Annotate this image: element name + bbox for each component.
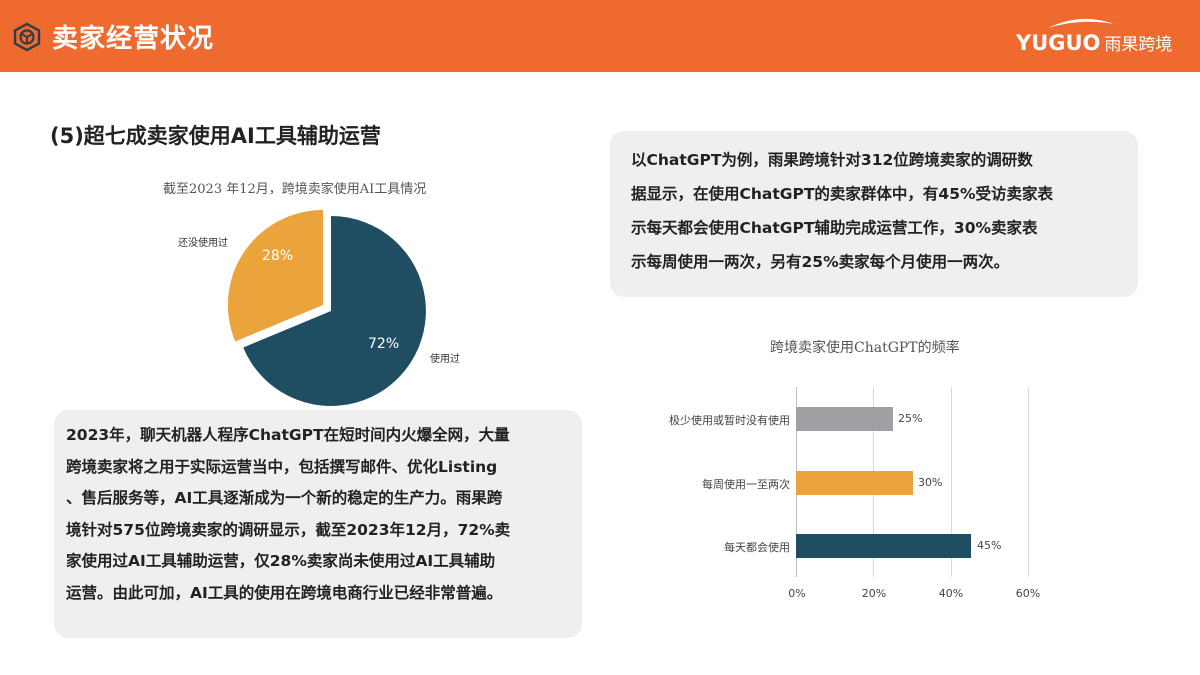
header-bar: 卖家经营状况 YUGUO 雨果跨境 (0, 0, 1200, 72)
package-cube-icon (13, 22, 41, 52)
left-text-line: 2023年，聊天机器人程序ChatGPT在短时间内火爆全网，大量 (66, 426, 510, 444)
left-text-line: 家使用过AI工具辅助运营，仅28%卖家尚未使用过AI工具辅助 (66, 552, 496, 570)
left-text-box: 2023年，聊天机器人程序ChatGPT在短时间内火爆全网，大量 跨境卖家将之用… (54, 410, 582, 638)
right-text-line: 据显示，在使用ChatGPT的卖家群体中，有45%受访卖家表 (631, 185, 1054, 203)
left-text-line: 境针对575位跨境卖家的调研显示，截至2023年12月，72%卖 (66, 520, 511, 539)
yuguo-logo: YUGUO 雨果跨境 (1016, 16, 1184, 56)
bar-value-daily: 45% (977, 539, 1002, 552)
bar-chart: 25% 30% 45% (796, 387, 1029, 577)
pie-slice-not-used (228, 210, 323, 342)
x-tick: 60% (1015, 587, 1041, 600)
left-text-line: 跨境卖家将之用于实际运营当中，包括撰写邮件、优化Listing (66, 457, 498, 476)
bar-category-daily: 每天都会使用 (724, 541, 790, 554)
pie-slice-used (243, 216, 426, 406)
bar-rarely (796, 407, 893, 431)
bar-category-weekly: 每周使用一至两次 (702, 478, 790, 491)
logo-cn: 雨果跨境 (1104, 35, 1173, 55)
gridline (951, 387, 952, 577)
right-text-line: 示每周使用一两次，另有25%卖家每个月使用一两次。 (631, 253, 1010, 271)
pie-label-used: 使用过 (430, 354, 460, 365)
bar-chart-title: 跨境卖家使用ChatGPT的频率 (770, 340, 960, 356)
right-text-line: 以ChatGPT为例，雨果跨境针对312位跨境卖家的调研数 (631, 151, 1033, 169)
x-tick: 0% (788, 587, 806, 600)
right-text-box: 以ChatGPT为例，雨果跨境针对312位跨境卖家的调研数 据显示，在使用Cha… (610, 131, 1138, 297)
bar-value-weekly: 30% (918, 476, 943, 489)
logo-brand: YUGUO (1016, 31, 1101, 55)
section-subtitle: (5)超七成卖家使用AI工具辅助运营 (50, 124, 381, 148)
left-text-line: 、售后服务等，AI工具逐渐成为一个新的稳定的生产力。雨果跨 (66, 489, 503, 507)
left-text-line: 运营。由此可加，AI工具的使用在跨境电商行业已经非常普遍。 (66, 583, 503, 602)
x-tick: 20% (861, 587, 887, 600)
pie-label-not-used: 还没使用过 (178, 238, 228, 249)
gridline (1028, 387, 1029, 577)
page-title: 卖家经营状况 (52, 24, 215, 54)
pie-value-not-used: 28% (262, 248, 294, 264)
right-text-line: 示每天都会使用ChatGPT辅助完成运营工作，30%卖家表 (631, 219, 1038, 237)
bar-weekly (796, 471, 913, 495)
x-tick: 40% (938, 587, 964, 600)
bar-category-rarely: 极少使用或暂时没有使用 (669, 414, 790, 427)
pie-chart-title: 截至2023 年12月，跨境卖家使用AI工具情况 (163, 182, 427, 197)
pie-chart (228, 210, 426, 406)
pie-value-used: 72% (368, 336, 400, 352)
bar-value-rarely: 25% (898, 412, 923, 425)
logo-arc-icon (1048, 18, 1114, 28)
bar-daily (796, 534, 971, 558)
